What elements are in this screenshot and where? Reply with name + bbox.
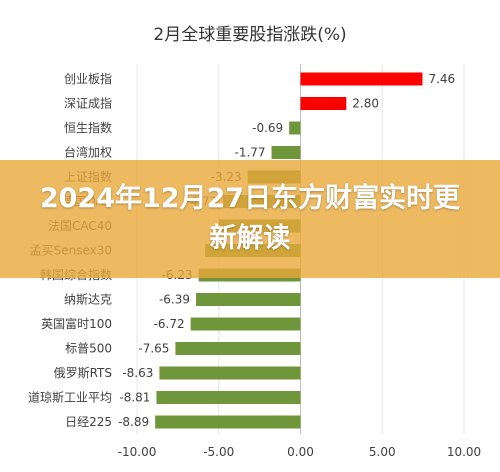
x-tick-label: 0.00 bbox=[287, 445, 314, 459]
value-label: -7.65 bbox=[138, 342, 169, 356]
chart-title: 2月全球重要股指涨跌(%) bbox=[153, 25, 346, 45]
category-label: 恒生指数 bbox=[64, 120, 112, 135]
category-label: 标普500 bbox=[65, 342, 112, 356]
category-label: 道琼斯工业平均 bbox=[28, 390, 112, 405]
x-tick-label: 10.00 bbox=[447, 445, 481, 459]
value-label: -8.63 bbox=[122, 366, 153, 380]
headline-banner: 2024年12月27日东方财富实时更新解读 bbox=[0, 160, 500, 278]
x-tick-label: 5.00 bbox=[369, 445, 396, 459]
bar bbox=[300, 72, 423, 86]
x-tick-label: -5.00 bbox=[203, 445, 234, 459]
value-label: -1.77 bbox=[234, 146, 265, 160]
bar bbox=[271, 146, 301, 159]
value-label: -8.89 bbox=[118, 415, 149, 429]
category-label: 英国富时100 bbox=[41, 316, 112, 331]
value-label: -6.39 bbox=[159, 293, 190, 307]
bar bbox=[190, 317, 301, 331]
value-label: 2.80 bbox=[352, 97, 379, 111]
category-label: 日经225 bbox=[65, 415, 112, 429]
x-axis-ticks: -10.00 -5.00 0.00 5.00 10.00 bbox=[118, 445, 482, 459]
bar bbox=[155, 415, 301, 429]
bar bbox=[196, 293, 301, 306]
bar bbox=[289, 121, 301, 135]
x-tick-label: -10.00 bbox=[118, 445, 157, 459]
bar bbox=[300, 97, 347, 110]
value-label: -8.81 bbox=[119, 391, 150, 405]
value-label: 7.46 bbox=[428, 72, 455, 86]
headline-text: 2024年12月27日东方财富实时更新解读 bbox=[39, 183, 461, 254]
category-label: 台湾加权 bbox=[64, 145, 112, 160]
bar bbox=[156, 391, 301, 404]
category-label: 俄罗斯RTS bbox=[54, 366, 112, 380]
category-label: 纳斯达克 bbox=[64, 293, 112, 307]
bar bbox=[159, 366, 301, 380]
bar bbox=[175, 342, 301, 355]
category-label: 深证成指 bbox=[64, 96, 112, 111]
value-label: -6.72 bbox=[154, 317, 185, 331]
value-label: -0.69 bbox=[252, 121, 283, 135]
category-label: 创业板指 bbox=[64, 71, 112, 86]
